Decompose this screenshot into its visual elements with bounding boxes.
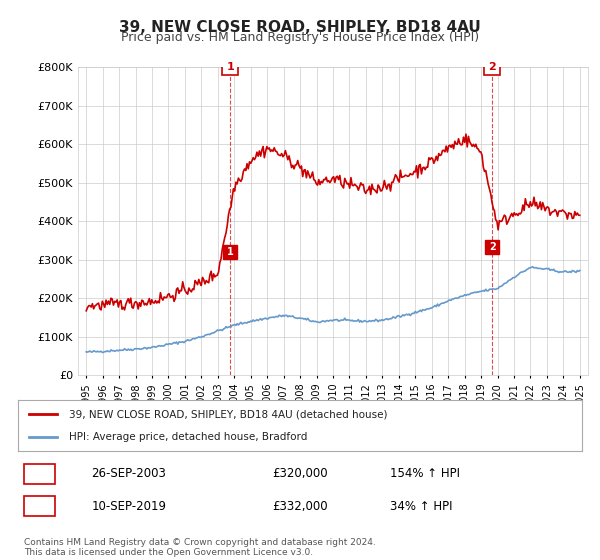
Text: 2: 2	[35, 500, 44, 512]
Text: 1: 1	[35, 468, 44, 480]
Text: Contains HM Land Registry data © Crown copyright and database right 2024.
This d: Contains HM Land Registry data © Crown c…	[24, 538, 376, 557]
Text: £320,000: £320,000	[272, 468, 328, 480]
Text: HPI: Average price, detached house, Bradford: HPI: Average price, detached house, Brad…	[69, 432, 307, 442]
Text: 10-SEP-2019: 10-SEP-2019	[91, 500, 166, 512]
Text: 1: 1	[227, 247, 233, 257]
FancyBboxPatch shape	[23, 464, 55, 484]
Text: 2: 2	[489, 242, 496, 253]
Text: 26-SEP-2003: 26-SEP-2003	[91, 468, 166, 480]
Text: 1: 1	[226, 62, 234, 72]
Text: Price paid vs. HM Land Registry's House Price Index (HPI): Price paid vs. HM Land Registry's House …	[121, 31, 479, 44]
Text: £332,000: £332,000	[272, 500, 328, 512]
Text: 39, NEW CLOSE ROAD, SHIPLEY, BD18 4AU: 39, NEW CLOSE ROAD, SHIPLEY, BD18 4AU	[119, 20, 481, 35]
Text: 34% ↑ HPI: 34% ↑ HPI	[390, 500, 453, 512]
Text: 2: 2	[488, 62, 496, 72]
Text: 154% ↑ HPI: 154% ↑ HPI	[390, 468, 460, 480]
FancyBboxPatch shape	[23, 496, 55, 516]
Text: 39, NEW CLOSE ROAD, SHIPLEY, BD18 4AU (detached house): 39, NEW CLOSE ROAD, SHIPLEY, BD18 4AU (d…	[69, 409, 387, 419]
